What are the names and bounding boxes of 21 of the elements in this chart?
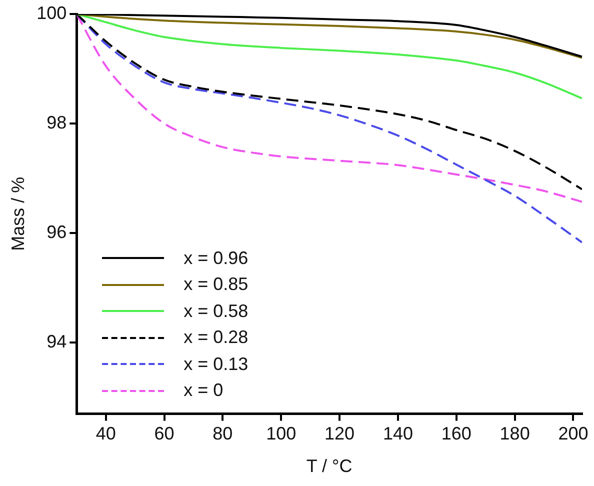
x-tick-label: 100: [266, 424, 296, 444]
y-tick-label: 96: [46, 222, 67, 242]
legend-label: x = 0.58: [184, 300, 248, 322]
y-tick-label: 100: [36, 2, 67, 23]
legend-label: x = 0.85: [184, 274, 248, 296]
legend-label: x = 0.28: [184, 327, 248, 348]
x-tick-label: 180: [500, 424, 530, 444]
legend-label: x = 0.13: [184, 354, 248, 375]
y-tick-label: 98: [46, 112, 67, 133]
x-tick-label: 80: [212, 424, 233, 444]
y-tick-label: 94: [46, 332, 67, 352]
x-tick-label: 120: [324, 424, 355, 444]
legend-label: x = 0.96: [184, 248, 248, 269]
x-tick-label: 60: [154, 424, 174, 444]
y-axis-title: Mass / %: [8, 176, 28, 251]
x-tick-label: 40: [96, 424, 116, 444]
x-tick-label: 140: [382, 424, 413, 444]
x-axis-title: T / °C: [306, 456, 352, 476]
x-tick-label: 200: [558, 424, 588, 444]
legend-label: x = 0: [184, 380, 224, 402]
x-tick-label: 160: [441, 424, 472, 444]
